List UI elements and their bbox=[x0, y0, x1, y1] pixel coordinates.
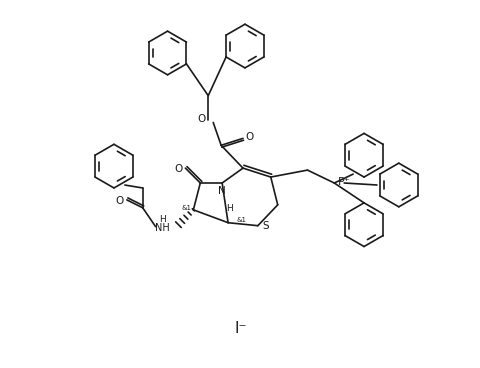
Text: NH: NH bbox=[155, 223, 170, 233]
Text: O: O bbox=[197, 114, 205, 124]
Text: O: O bbox=[174, 164, 182, 174]
Text: S: S bbox=[263, 221, 269, 231]
Text: &1: &1 bbox=[236, 217, 246, 223]
Text: I⁻: I⁻ bbox=[235, 321, 247, 336]
Text: O: O bbox=[246, 132, 254, 142]
Text: H: H bbox=[226, 204, 232, 213]
Text: H: H bbox=[159, 215, 166, 224]
Text: O: O bbox=[116, 196, 124, 206]
Text: P⁺: P⁺ bbox=[338, 177, 351, 187]
Text: &1: &1 bbox=[181, 205, 192, 211]
Text: N: N bbox=[218, 186, 226, 196]
